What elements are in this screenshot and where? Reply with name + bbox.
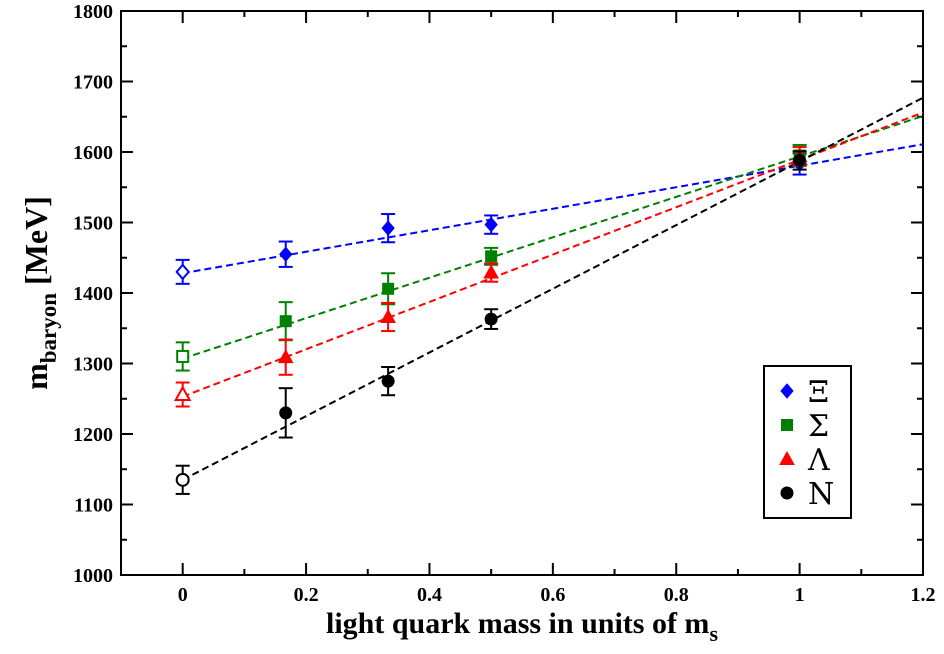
x-tick-label: 1 [795, 584, 805, 606]
y-tick-label: 1500 [73, 213, 113, 235]
legend-label-circle: N [808, 477, 834, 512]
x-axis-title-sub: s [709, 621, 718, 646]
data-point-circle [381, 374, 395, 388]
y-axis-title-spacer [18, 285, 54, 293]
data-point-square [382, 282, 395, 295]
data-point-triangle [277, 349, 294, 364]
x-tick-label: 0.6 [540, 584, 565, 606]
legend-marker-triangle [779, 450, 795, 465]
data-point-circle [279, 406, 293, 420]
tick-labels: 0 0.2 0.4 0.6 0.8 1 1.2 1000 1100 1200 1300 1400 150… [73, 1, 936, 606]
x-tick-label: 0.4 [417, 584, 442, 606]
data-point-triangle [173, 385, 192, 402]
legend-label-square: Σ [808, 409, 829, 444]
data-point-circle [175, 472, 190, 487]
data-point-square [279, 315, 292, 328]
data-point-triangle [483, 264, 500, 279]
legend-marker-circle [780, 486, 794, 500]
legend-label-diamond: Ξ [808, 375, 829, 410]
x-tick-label: 0 [178, 584, 188, 606]
data-point-square [485, 250, 498, 263]
y-tick-label: 1300 [73, 354, 113, 376]
y-tick-label: 1600 [73, 142, 113, 164]
data-point-diamond [279, 246, 293, 262]
y-tick-label: 1700 [73, 72, 113, 94]
legend-marker-diamond [780, 383, 794, 399]
legend-box [763, 365, 852, 519]
y-axis-title-unit: [MeV] [18, 196, 54, 285]
data-point-diamond [175, 263, 191, 281]
x-tick-label: 1.2 [911, 584, 936, 606]
legend-label-triangle: Λ [807, 443, 830, 478]
y-tick-label: 1800 [73, 1, 113, 23]
data-points [173, 143, 808, 495]
data-point-triangle [380, 308, 396, 323]
y-axis-title: mbaryon [MeV] [18, 196, 61, 390]
x-axis-title: light quark mass in units of ms [326, 607, 718, 646]
axis-ticks [120, 10, 924, 576]
data-point-circle [793, 153, 807, 167]
y-tick-label: 1000 [73, 565, 113, 587]
x-tick-label: 0.2 [294, 584, 319, 606]
fit-line-diamond [182, 143, 923, 275]
data-point-diamond [484, 216, 498, 233]
y-tick-label: 1200 [73, 424, 113, 446]
y-tick-label: 1100 [74, 495, 113, 517]
y-tick-label: 1400 [73, 283, 113, 305]
y-axis-title-sub: baryon [36, 293, 61, 364]
data-point-circle [484, 312, 498, 326]
legend-marker-square [781, 419, 793, 431]
data-point-square [176, 349, 190, 363]
x-axis-title-main: light quark mass in units of m [326, 607, 709, 640]
x-tick-label: 0.8 [664, 584, 689, 606]
y-axis-title-main: m [18, 363, 54, 390]
data-point-diamond [381, 220, 395, 236]
